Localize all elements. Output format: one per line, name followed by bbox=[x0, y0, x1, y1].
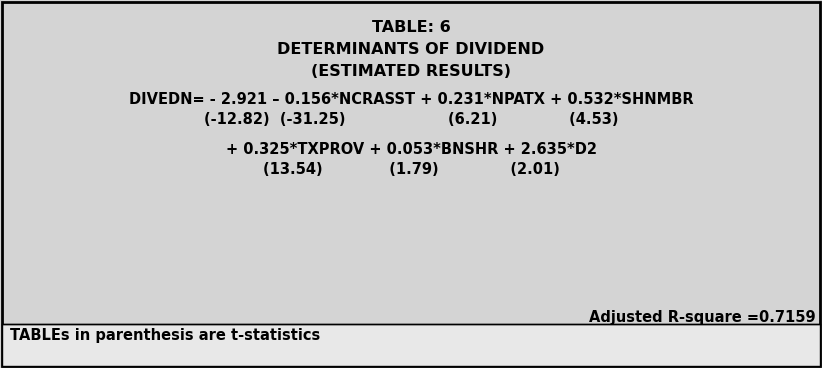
Text: DIVEDN= - 2.921 – 0.156*NCRASST + 0.231*NPATX + 0.532*SHNMBR: DIVEDN= - 2.921 – 0.156*NCRASST + 0.231*… bbox=[129, 92, 693, 107]
Text: (13.54)             (1.79)              (2.01): (13.54) (1.79) (2.01) bbox=[262, 162, 560, 177]
Text: + 0.325*TXPROV + 0.053*BNSHR + 2.635*D2: + 0.325*TXPROV + 0.053*BNSHR + 2.635*D2 bbox=[225, 142, 597, 157]
Text: (ESTIMATED RESULTS): (ESTIMATED RESULTS) bbox=[311, 64, 511, 79]
Text: TABLEs in parenthesis are t-statistics: TABLEs in parenthesis are t-statistics bbox=[10, 328, 321, 343]
Text: (-12.82)  (-31.25)                    (6.21)              (4.53): (-12.82) (-31.25) (6.21) (4.53) bbox=[204, 112, 618, 127]
Text: DETERMINANTS OF DIVIDEND: DETERMINANTS OF DIVIDEND bbox=[277, 42, 545, 57]
Bar bbox=[2, 324, 820, 366]
Text: Adjusted R-square =0.7159: Adjusted R-square =0.7159 bbox=[589, 310, 816, 325]
Text: TABLE: 6: TABLE: 6 bbox=[372, 20, 450, 35]
